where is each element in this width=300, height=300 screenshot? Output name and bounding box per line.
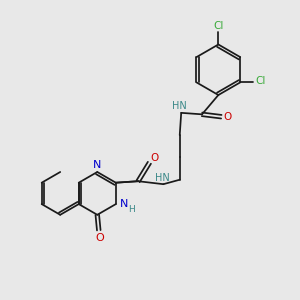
Text: HN: HN xyxy=(172,101,187,111)
Text: HN: HN xyxy=(154,172,169,183)
Text: H: H xyxy=(128,205,135,214)
Text: O: O xyxy=(95,233,104,243)
Text: O: O xyxy=(151,153,159,163)
Text: N: N xyxy=(93,160,101,170)
Text: Cl: Cl xyxy=(255,76,265,86)
Text: N: N xyxy=(120,199,128,209)
Text: Cl: Cl xyxy=(213,21,224,31)
Text: O: O xyxy=(224,112,232,122)
